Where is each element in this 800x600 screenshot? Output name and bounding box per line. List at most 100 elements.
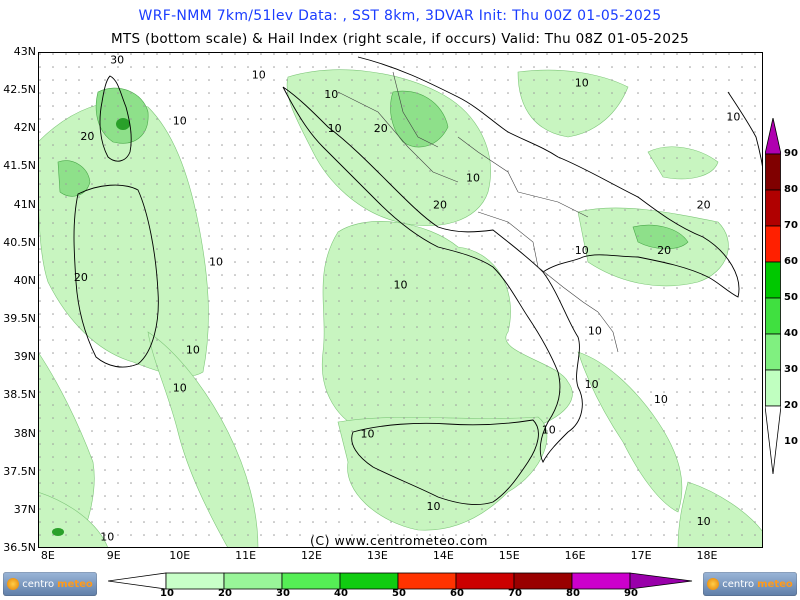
scale-swatch	[397, 572, 457, 590]
scale-swatch	[223, 572, 283, 590]
contour-label: 10	[575, 244, 589, 257]
logo-left-prefix: centro	[22, 578, 55, 590]
lon-tick-label: 9E	[106, 549, 121, 562]
lon-tick-label: 10E	[169, 549, 191, 562]
contour-label: 10	[209, 256, 223, 269]
hail-scale-label: 40	[784, 328, 798, 339]
contour-label: 10	[588, 324, 602, 337]
scale-swatch	[455, 572, 515, 590]
mts-scale-label: 40	[334, 588, 348, 599]
lon-tick-label: 16E	[564, 549, 586, 562]
contour-label: 10	[324, 88, 338, 101]
logo-left-suffix: meteo	[57, 578, 93, 590]
map-subtitle: MTS (bottom scale) & Hail Index (right s…	[110, 31, 689, 47]
scale-swatch	[765, 189, 781, 227]
contour-label: 10	[328, 122, 342, 135]
lat-tick-label: 41.5N	[3, 159, 36, 173]
scale-swatch	[281, 572, 341, 590]
lat-tick-label: 38N	[13, 426, 36, 440]
contour-label: 10	[654, 393, 668, 406]
mts-scale-label: 20	[218, 588, 232, 599]
hail-scale-label: 10	[784, 436, 798, 447]
lat-tick-label: 36.5N	[3, 541, 36, 554]
contour-labels: 10 20 30 10 10 10 20 10 20 10 10 20 20 10 10 20 10 10 10 10…	[74, 53, 740, 543]
mts-scale-label: 50	[392, 588, 406, 599]
lat-tick-label: 42N	[13, 121, 36, 135]
scale-swatch	[765, 153, 781, 191]
hail-scale-label: 80	[784, 184, 798, 195]
scale-left-arrow	[108, 572, 167, 590]
scale-right-arrow	[629, 572, 693, 590]
logo-right-prefix: centro	[722, 578, 755, 590]
lat-tick-label: 39.5N	[3, 312, 36, 326]
hail-scale-label: 50	[784, 292, 798, 303]
globe-icon	[707, 578, 720, 590]
coastlines	[73, 56, 763, 505]
logo-right-suffix: meteo	[757, 578, 793, 590]
scale-swatch	[765, 297, 781, 335]
contour-label: 10	[542, 424, 556, 437]
lat-tick-label: 38.5N	[3, 388, 36, 402]
map-title: WRF-NMM 7km/51lev Data: , SST 8km, 3DVAR…	[138, 8, 662, 24]
forecast-map: 10 20 30 10 10 10 20 10 20 10 10 20 20 10 10 20 10 10 10 10…	[38, 52, 763, 548]
lon-tick-label: 12E	[301, 549, 322, 562]
contour-label: 20	[433, 198, 447, 211]
contour-label: 10	[726, 111, 740, 124]
hail-scale-label: 60	[784, 256, 798, 267]
lon-tick-label: 15E	[498, 549, 520, 562]
contour-label: 10	[697, 515, 711, 528]
lat-tick-label: 39N	[13, 350, 36, 364]
scale-swatch	[513, 572, 573, 590]
scale-top-arrow	[765, 118, 781, 155]
contour-label: 10	[585, 378, 599, 391]
contour-label: 10	[466, 172, 480, 185]
contour-label: 20	[697, 198, 711, 211]
copyright-text: (C) www.centrometeo.com	[310, 533, 488, 548]
lon-tick-label: 11E	[235, 549, 257, 562]
globe-icon	[7, 578, 20, 590]
contour-label: 10	[186, 343, 200, 356]
scale-swatch	[765, 369, 781, 407]
mts-scale-label: 70	[508, 588, 522, 599]
contour-label: 20	[374, 122, 388, 135]
lon-tick-label: 17E	[630, 549, 652, 562]
contour-label: 30	[110, 53, 124, 66]
lat-tick-label: 40.5N	[3, 235, 36, 249]
hail-scale-label: 20	[784, 400, 798, 411]
lon-tick-label: 8E	[40, 549, 55, 562]
lat-tick-label: 41N	[13, 197, 36, 211]
lat-tick-label: 42.5N	[3, 83, 36, 97]
contour-label: 10	[575, 76, 589, 89]
scale-swatch	[339, 572, 399, 590]
contour-label: 10	[173, 382, 187, 395]
centrometeo-logo-left[interactable]: centro meteo	[3, 572, 97, 596]
mts-scale-label: 10	[160, 588, 174, 599]
contour-label: 10	[252, 69, 266, 82]
contour-label: 10	[426, 500, 440, 513]
lat-tick-label: 40N	[13, 273, 36, 287]
contour-label: 20	[80, 130, 94, 143]
mts-scale-label: 80	[566, 588, 580, 599]
scale-swatch	[765, 333, 781, 371]
mts-scale-label: 90	[624, 588, 638, 599]
hail-index-scale	[765, 118, 781, 475]
hail-scale-label: 70	[784, 220, 798, 231]
lat-tick-label: 43N	[13, 45, 36, 58]
centrometeo-logo-right[interactable]: centro meteo	[703, 572, 797, 596]
scale-swatch	[765, 225, 781, 263]
contour-label: 20	[657, 244, 671, 257]
contour-label: 10	[394, 279, 408, 292]
region-borders	[337, 71, 619, 353]
hail-scale-label: 90	[784, 148, 798, 159]
hail-scale-label: 30	[784, 364, 798, 375]
lon-tick-label: 13E	[366, 549, 388, 562]
mts-scale-label: 30	[276, 588, 290, 599]
scale-bottom-arrow	[765, 405, 781, 475]
mts-scale-label: 60	[450, 588, 464, 599]
scale-swatch	[165, 572, 225, 590]
lat-tick-label: 37.5N	[3, 464, 36, 478]
scale-swatch	[765, 261, 781, 299]
mts-scale	[108, 572, 693, 590]
lon-tick-label: 18E	[696, 549, 718, 562]
contour-label: 10	[361, 427, 375, 440]
